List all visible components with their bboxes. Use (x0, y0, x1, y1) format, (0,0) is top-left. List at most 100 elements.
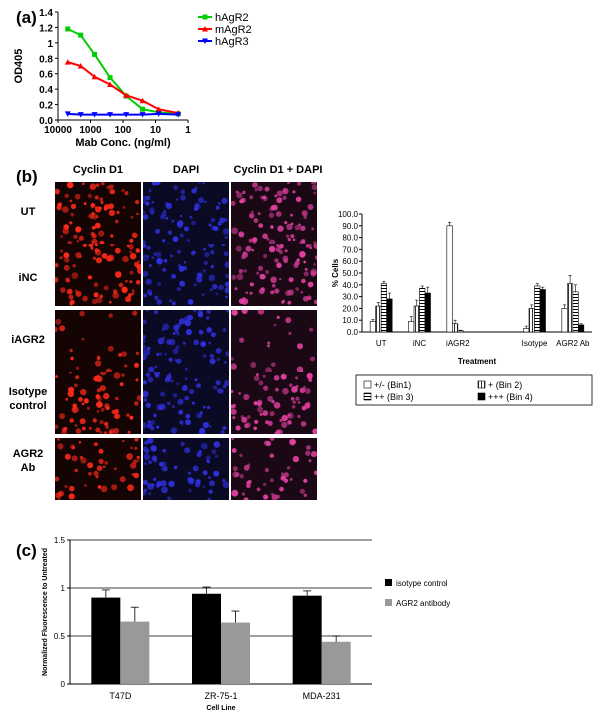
cell-spot (134, 199, 140, 205)
cell-spot (151, 182, 158, 186)
cell-spot (195, 479, 201, 485)
cell-spot (171, 219, 175, 223)
cell-spot (253, 401, 258, 406)
cell-spot (253, 218, 259, 223)
cell-spot (276, 262, 282, 269)
cell-spot (268, 245, 276, 253)
cell-spot (88, 244, 94, 248)
series-line-hAgR2 (67, 28, 179, 115)
cell-spot (209, 358, 216, 365)
cell-spot (199, 428, 206, 434)
cell-spot (264, 467, 269, 473)
cell-spot (94, 244, 99, 247)
cell-spot (202, 470, 208, 476)
cell-spot (184, 377, 188, 381)
cell-spot (234, 287, 238, 291)
cell-spot (99, 197, 104, 202)
micrograph-image (143, 182, 229, 244)
y-tick-label: 30.0 (342, 293, 358, 302)
cell-spot (143, 270, 149, 277)
cell-spot (243, 393, 250, 401)
cell-spot (184, 319, 192, 327)
cell-spot (55, 276, 59, 283)
cell-spot (208, 489, 213, 494)
cell-spot (301, 210, 308, 217)
cell-spot (69, 199, 73, 203)
cell-spot (62, 206, 69, 213)
cell-spot (135, 280, 141, 285)
cell-spot (68, 493, 75, 500)
cell-spot (290, 439, 296, 445)
cell-spot (246, 483, 251, 489)
row-label-line2: control (9, 400, 47, 412)
cell-spot (285, 234, 290, 238)
cell-spot (151, 200, 155, 204)
cell-spot (131, 289, 135, 293)
cell-spot (144, 462, 147, 465)
cell-spot (113, 427, 120, 434)
cell-spot (295, 396, 300, 401)
chart-b: 0.0 10.0 20.0 30.0 40.0 50.0 60.0 70.0 80.0 90.0 1… (331, 210, 593, 406)
cell-spot (271, 494, 278, 500)
cell-spot (249, 282, 254, 287)
micrograph-image (143, 372, 229, 434)
cell-spot (82, 295, 88, 302)
cell-spot (156, 484, 160, 488)
bar (452, 323, 459, 333)
cell-spot (243, 269, 247, 273)
cell-spot (159, 352, 163, 356)
cell-spot (129, 280, 133, 284)
cell-spot (128, 244, 134, 250)
cell-spot (157, 282, 162, 286)
cell-spot (273, 402, 281, 409)
cell-spot (254, 419, 259, 424)
cell-spot (172, 332, 176, 335)
cell-spot (231, 448, 237, 453)
cell-spot (69, 221, 73, 225)
cell-spot (231, 438, 234, 440)
cell-spot (143, 214, 149, 220)
data-point (65, 26, 71, 32)
cell-spot (75, 428, 82, 434)
cell-spot (102, 465, 106, 468)
cell-spot (236, 192, 243, 199)
cell-spot (116, 210, 120, 215)
row-label-line1: UT (20, 206, 36, 218)
cell-spot (126, 244, 130, 248)
cell-spot (143, 198, 148, 204)
cell-spot (96, 375, 103, 383)
legend-label: +++ (Bin 4) (488, 392, 533, 402)
cell-spot (219, 217, 225, 224)
cell-spot (113, 372, 121, 379)
cell-spot (308, 459, 312, 463)
cell-spot (231, 310, 238, 316)
cell-spot (74, 383, 78, 388)
cell-spot (125, 279, 128, 283)
cell-spot (273, 323, 277, 327)
data-point (91, 112, 98, 118)
cell-spot (119, 382, 124, 387)
cell-spot (78, 440, 82, 444)
cell-spot (276, 190, 283, 197)
cell-spot (231, 390, 234, 393)
cell-spot (231, 274, 237, 280)
cell-spot (202, 405, 206, 409)
cell-spot (167, 242, 170, 244)
x-tick-label: 10 (150, 125, 162, 136)
data-point (155, 106, 162, 112)
cell-spot (281, 414, 288, 422)
cell-spot (288, 277, 294, 283)
y-tick-label: 0.8 (39, 54, 53, 65)
y-tick-label: 40.0 (342, 281, 358, 290)
cell-spot (152, 477, 157, 482)
cell-spot (245, 422, 251, 428)
micrograph-canvas (231, 372, 317, 434)
y-tick-label: 0.0 (39, 116, 53, 127)
data-point (64, 59, 71, 65)
cell-spot (121, 188, 125, 193)
cell-spot (187, 299, 194, 305)
cell-spot (131, 232, 138, 239)
cell-spot (143, 195, 146, 199)
cell-spot (153, 252, 157, 256)
cell-spot (124, 364, 128, 368)
